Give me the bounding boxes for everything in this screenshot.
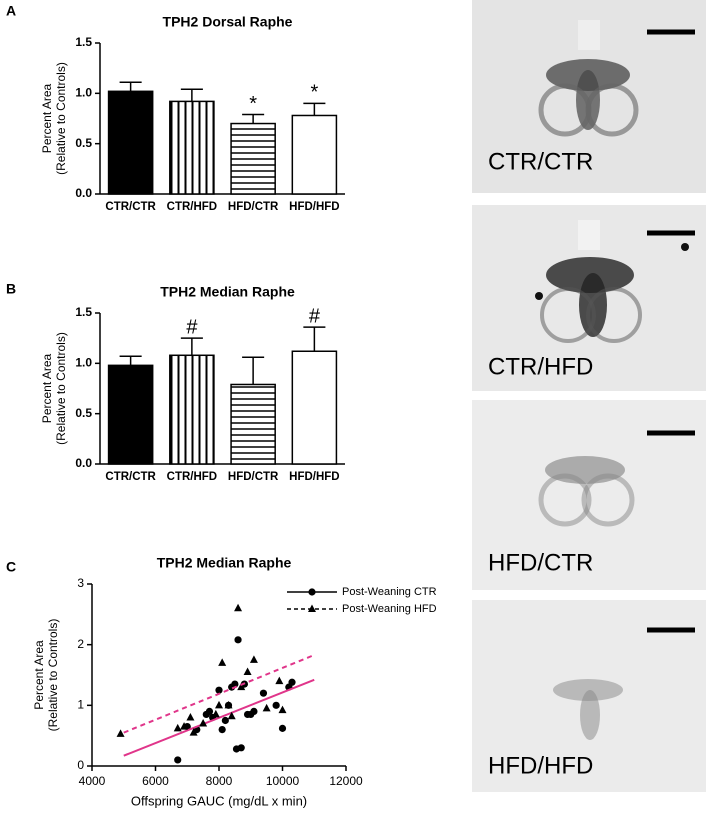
y-tick-label: 1: [77, 698, 84, 712]
point: [215, 686, 223, 694]
point: [278, 724, 287, 732]
point: [278, 705, 287, 714]
point: [237, 682, 246, 691]
point: [174, 756, 182, 764]
x-tick-label: CTR/CTR: [105, 201, 156, 213]
micrograph-label: CTR/CTR: [488, 148, 593, 175]
y-axis-label: Percent Area: [40, 83, 54, 153]
point: [259, 689, 268, 697]
x-tick-label: 4000: [79, 774, 106, 788]
y-tick-label: 3: [77, 576, 84, 590]
point: [218, 658, 227, 666]
y-tick-label: 0: [77, 758, 84, 772]
y-axis-label: Percent Area: [32, 640, 46, 710]
chart-title: TPH2 Median Raphe: [160, 284, 295, 300]
micrograph: HFD/CTR: [472, 400, 706, 590]
point: [234, 603, 243, 612]
x-tick-label: HFD/HFD: [289, 471, 339, 483]
point: [224, 700, 233, 709]
y-axis-label: (Relative to Controls): [54, 332, 68, 445]
y-axis-label: (Relative to Controls): [46, 619, 60, 732]
legend-marker: [308, 604, 316, 612]
micrograph: HFD/HFD: [472, 600, 706, 792]
point: [249, 655, 258, 663]
chart-title: TPH2 Median Raphe: [157, 555, 292, 571]
point: [215, 700, 223, 709]
point: [189, 728, 198, 736]
point: [211, 709, 220, 718]
y-tick-label: 0.5: [75, 406, 92, 420]
chart-title: TPH2 Dorsal Raphe: [163, 14, 293, 30]
x-tick-label: 6000: [142, 774, 169, 788]
y-tick-label: 1.5: [75, 35, 92, 49]
annotation: *: [310, 82, 318, 104]
point: [288, 678, 296, 686]
y-tick-label: 0.0: [75, 456, 92, 470]
micrograph: CTR/CTR: [472, 0, 706, 193]
annotation: *: [249, 93, 257, 115]
y-axis-label: Percent Area: [40, 353, 54, 423]
point: [250, 707, 258, 716]
annotation: #: [186, 316, 198, 338]
x-tick-label: 8000: [206, 774, 233, 788]
x-tick-label: HFD/CTR: [228, 201, 279, 213]
x-tick-label: CTR/HFD: [167, 201, 217, 213]
legend-label: Post-Weaning CTR: [342, 586, 437, 598]
micrograph: CTR/HFD: [472, 205, 706, 391]
x-tick-label: 12000: [329, 774, 363, 788]
y-tick-label: 1.5: [75, 305, 92, 319]
x-tick-label: HFD/CTR: [228, 471, 279, 483]
point: [218, 726, 226, 734]
y-tick-label: 2: [77, 637, 84, 651]
micrograph-panel: CTR/CTR CTR/HFD HFD/CTR HF: [472, 0, 706, 792]
point: [205, 707, 214, 716]
point: [243, 667, 252, 675]
bar: [291, 350, 338, 465]
y-axis-label: (Relative to Controls): [54, 62, 68, 175]
point: [237, 744, 245, 752]
micrograph-label: HFD/HFD: [488, 752, 593, 779]
y-tick-label: 0.0: [75, 186, 92, 200]
point: [234, 636, 242, 644]
x-tick-label: HFD/HFD: [289, 201, 339, 213]
legend-label: Post-Weaning HFD: [342, 603, 437, 615]
fit-line: [123, 678, 315, 757]
x-tick-label: CTR/CTR: [105, 471, 156, 483]
point: [227, 711, 236, 720]
point: [221, 716, 229, 725]
point: [262, 703, 271, 712]
x-tick-label: CTR/HFD: [167, 471, 217, 483]
bar: [169, 100, 215, 195]
micrograph-label: CTR/HFD: [488, 353, 593, 380]
bar: [230, 383, 276, 465]
bar: [291, 114, 338, 195]
y-tick-label: 0.5: [75, 136, 92, 150]
bar: [107, 90, 154, 195]
x-tick-label: 10000: [266, 774, 300, 788]
point: [180, 722, 189, 730]
point: [186, 712, 195, 721]
point: [231, 680, 239, 688]
y-tick-label: 1.0: [75, 86, 92, 100]
panel-label: C: [6, 559, 16, 575]
legend-marker: [308, 588, 316, 596]
point: [272, 701, 280, 709]
micrograph-label: HFD/CTR: [488, 549, 593, 576]
point: [199, 719, 208, 727]
annotation: #: [309, 305, 321, 327]
point: [116, 729, 125, 737]
point: [173, 723, 182, 732]
y-tick-label: 1.0: [75, 356, 92, 370]
panel-label: B: [6, 281, 16, 297]
x-axis-label: Offspring GAUC (mg/dL x min): [131, 793, 307, 808]
bar: [169, 354, 215, 465]
bar: [230, 122, 276, 195]
panel-label: A: [6, 3, 16, 19]
bar: [107, 364, 154, 465]
point: [275, 676, 284, 685]
fit-line: [123, 654, 315, 734]
